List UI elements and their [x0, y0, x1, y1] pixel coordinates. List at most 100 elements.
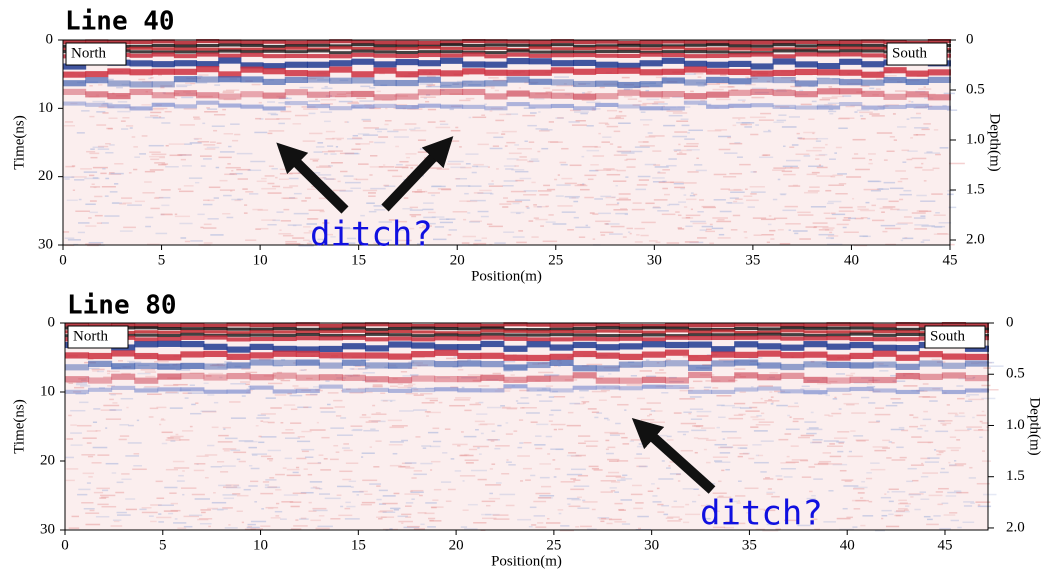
texture	[375, 412, 381, 414]
texture	[652, 150, 662, 152]
texture	[82, 437, 97, 439]
reflection-band	[711, 360, 736, 367]
texture	[690, 192, 694, 194]
texture	[809, 186, 820, 188]
texture	[615, 116, 621, 119]
texture	[640, 111, 646, 113]
texture	[260, 413, 276, 415]
texture	[677, 480, 681, 482]
texture	[254, 501, 258, 503]
texture	[194, 463, 206, 465]
texture	[746, 199, 759, 202]
texture	[418, 364, 421, 367]
reflection-band	[203, 330, 228, 334]
texture	[398, 220, 408, 223]
reflection-band	[180, 332, 205, 336]
texture	[775, 105, 790, 108]
texture	[516, 241, 527, 244]
reflection-band	[595, 80, 619, 87]
texture	[472, 445, 489, 448]
texture	[758, 454, 764, 457]
reflection-band	[688, 333, 713, 337]
x-tick-label: 25	[546, 537, 561, 553]
reflection-band	[826, 354, 851, 361]
reflection-band	[484, 61, 508, 68]
reflection-band	[388, 336, 413, 341]
reflection-band	[595, 326, 620, 330]
texture	[939, 471, 949, 474]
texture	[322, 239, 326, 241]
texture	[116, 86, 123, 89]
texture	[932, 167, 940, 170]
reflection-band	[395, 59, 419, 66]
reflection-band	[661, 77, 685, 84]
texture	[908, 493, 924, 495]
texture	[797, 524, 811, 527]
texture	[949, 464, 964, 467]
reflection-band	[134, 337, 159, 342]
reflection-band	[639, 40, 663, 45]
texture	[727, 437, 742, 439]
texture	[290, 528, 302, 530]
texture	[838, 442, 844, 444]
reflection-band	[462, 43, 486, 48]
texture	[530, 112, 537, 114]
texture	[489, 110, 493, 112]
reflection-band	[918, 351, 943, 358]
texture	[387, 419, 402, 422]
label-box	[924, 325, 986, 349]
reflection-band	[395, 71, 419, 78]
texture	[64, 237, 75, 239]
texture	[411, 215, 417, 218]
texture	[632, 202, 642, 204]
y-tick-label: 30	[40, 521, 55, 537]
reflection-band	[639, 69, 663, 76]
reflection-band	[573, 59, 597, 67]
texture	[546, 188, 556, 191]
texture	[368, 210, 377, 213]
texture	[748, 357, 763, 359]
texture	[81, 454, 96, 456]
texture	[760, 218, 776, 221]
texture	[758, 385, 774, 387]
texture	[963, 501, 975, 503]
texture	[369, 166, 383, 168]
texture	[720, 188, 730, 190]
reflection-band	[329, 46, 353, 50]
reflection-band	[249, 333, 274, 337]
texture	[144, 371, 156, 373]
texture	[870, 468, 886, 471]
texture	[492, 145, 499, 147]
texture	[920, 498, 930, 500]
reflection-band	[883, 76, 907, 84]
texture	[881, 514, 888, 517]
reflection-band	[528, 58, 552, 65]
texture	[792, 230, 808, 232]
texture	[807, 190, 820, 192]
texture	[730, 191, 745, 194]
texture	[880, 496, 892, 499]
texture	[846, 516, 853, 519]
texture	[175, 369, 191, 371]
texture	[383, 164, 386, 166]
texture	[552, 89, 565, 91]
texture	[201, 511, 206, 514]
texture	[149, 155, 165, 158]
reflection-band	[688, 389, 713, 394]
x-tick-label: 25	[548, 252, 563, 268]
texture	[564, 182, 577, 185]
texture	[310, 77, 324, 79]
texture	[657, 171, 661, 173]
texture	[503, 165, 516, 167]
reflection-band	[595, 334, 620, 338]
reflection-band	[618, 336, 643, 341]
texture	[427, 431, 439, 434]
reflection-band	[572, 385, 597, 390]
texture	[920, 200, 936, 202]
texture	[978, 428, 984, 431]
texture	[780, 107, 796, 109]
texture	[112, 202, 120, 204]
texture	[66, 468, 79, 470]
texture	[307, 218, 318, 220]
reflection-band	[750, 63, 774, 70]
